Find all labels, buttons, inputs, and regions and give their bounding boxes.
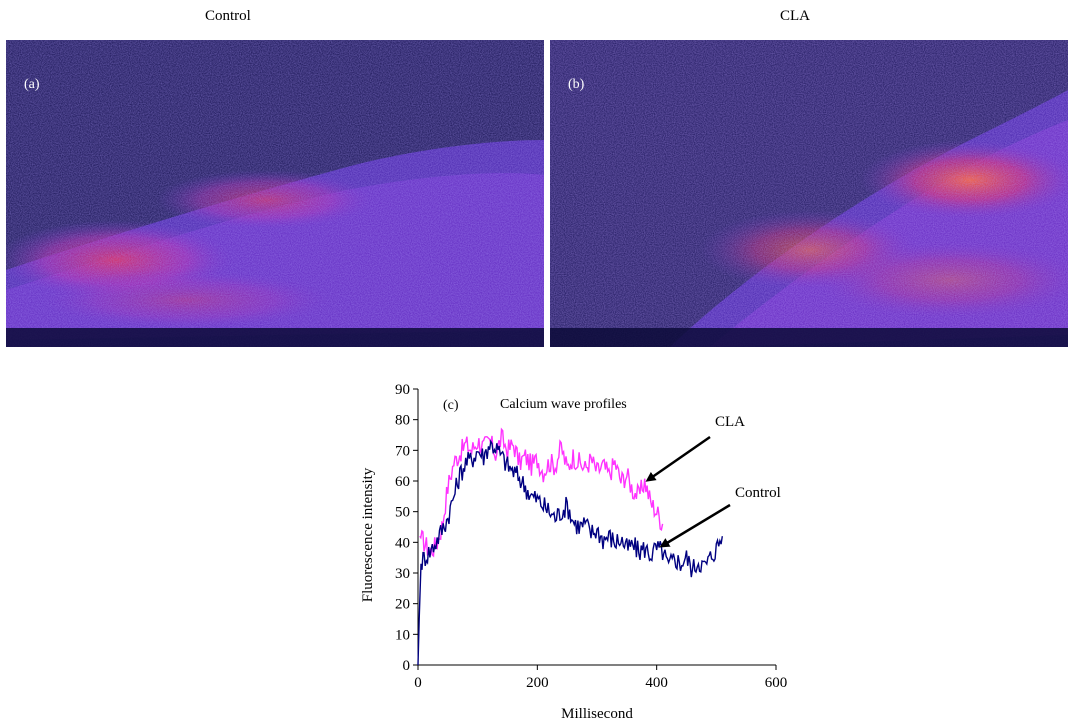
x-tick-label: 200 (526, 675, 549, 691)
series-line-cla (419, 427, 664, 558)
annotation-arrow (659, 503, 731, 548)
y-tick-label: 30 (395, 566, 410, 582)
series-line-control (417, 439, 723, 666)
y-axis-label: Fluorescence intensity (360, 467, 376, 602)
panel-letter-b: (b) (568, 77, 585, 92)
panel-title-cla: CLA (780, 8, 810, 24)
chart-title: Calcium wave profiles (500, 397, 627, 412)
y-tick-label: 10 (395, 627, 410, 643)
chart-panel-letter: (c) (443, 398, 459, 413)
chart-axes: 0 10 20 30 40 50 60 70 80 90 0 200 400 600 (395, 382, 787, 691)
y-tick-label: 80 (395, 413, 410, 429)
x-tick-label: 400 (645, 675, 668, 691)
y-tick-label: 70 (395, 443, 410, 459)
x-axis-label: Millisecond (561, 706, 633, 721)
chart-annotations: CLA Control (645, 414, 781, 548)
chart-series (417, 427, 723, 666)
panel-letter-a: (a) (24, 77, 40, 92)
y-tick-label: 20 (395, 597, 410, 613)
y-tick-label: 40 (395, 535, 410, 551)
annotation-arrow (645, 435, 711, 482)
y-tick-label: 90 (395, 382, 410, 398)
x-tick-label: 0 (414, 675, 422, 691)
y-tick-label: 60 (395, 474, 410, 490)
annotation-label-cla: CLA (715, 414, 745, 430)
cla-calcium-image: (b) (550, 40, 1068, 347)
x-tick-label: 600 (765, 675, 788, 691)
y-tick-label: 50 (395, 505, 410, 521)
panel-title-control: Control (205, 8, 251, 24)
control-calcium-image: (a) (6, 40, 544, 347)
y-tick-label: 0 (403, 658, 411, 674)
annotation-label-control: Control (735, 485, 781, 501)
